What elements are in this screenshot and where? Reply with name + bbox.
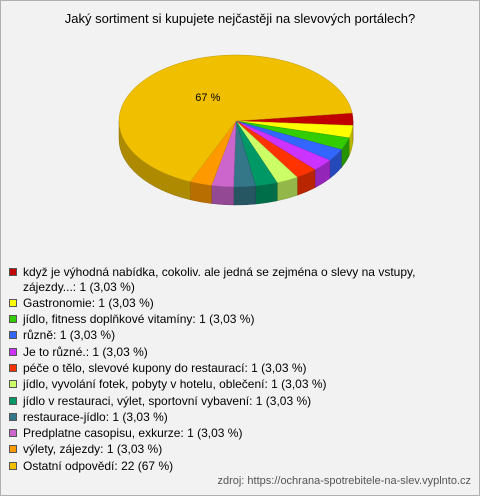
legend-swatch (9, 445, 17, 454)
legend-label: různě: (23, 328, 57, 343)
slice-side (233, 185, 257, 206)
legend-label: Je to různé.: (23, 344, 90, 359)
legend-swatch (9, 461, 17, 470)
legend-value: 1 (3,03 %) (251, 361, 307, 375)
legend-value: 1 (3,03 %) (112, 409, 168, 424)
legend-label: Ostatní odpovědí: (23, 458, 118, 473)
legend: když je výhodná nabídka, cokoliv. ale je… (9, 265, 469, 475)
legend-entry: Predplatne casopisu, exkurze: 1 (3,03 %) (9, 426, 469, 441)
legend-label: jídlo, fitness doplňkové vitamíny: (23, 312, 196, 327)
legend-entry: jídlo, fitness doplňkové vitamíny: 1 (3,… (9, 312, 469, 327)
legend-swatch (9, 331, 17, 340)
legend-label: jídlo, vyvolání fotek, pobyty v hotelu, … (23, 377, 268, 392)
legend-label: výlety, zájezdy: (23, 442, 104, 457)
legend-value: 1 (3,03 %) (98, 295, 154, 310)
legend-label: Gastronomie: (23, 295, 96, 310)
legend-value: 1 (3,03 %) (271, 377, 327, 392)
legend-swatch (9, 364, 17, 372)
legend-entry: Ostatní odpovědí: 22 (67 %) (9, 459, 469, 474)
legend-swatch (9, 429, 17, 438)
legend-entry: když je výhodná nabídka, cokoliv. ale je… (9, 265, 469, 294)
legend-entry: výlety, zájezdy: 1 (3,03 %) (9, 442, 469, 457)
legend-label: když je výhodná nabídka, cokoliv. ale je… (23, 265, 416, 294)
legend-entry: Je to různé.: 1 (3,03 %) (9, 345, 469, 360)
chart-title: Jaký sortiment si kupujete nejčastěji na… (64, 11, 416, 26)
legend-value: 1 (3,03 %) (106, 442, 163, 457)
legend-swatch (9, 315, 17, 324)
legend-swatch (9, 347, 17, 356)
slice (118, 54, 353, 183)
legend-entry: jídlo v restauraci, výlet, sportovní vyb… (9, 394, 469, 409)
legend-swatch (9, 412, 17, 421)
legend-value: 1 (3,03 %) (187, 426, 243, 441)
legend-entry: různě: 1 (3,03 %) (9, 328, 469, 343)
legend-swatch (9, 396, 17, 405)
legend-entry: Gastronomie: 1 (3,03 %) (9, 296, 469, 311)
legend-value: 22 (67 %) (121, 458, 174, 473)
legend-value: 1 (3,03 %) (92, 344, 148, 359)
legend-value: 1 (3,03 %) (199, 312, 255, 327)
legend-entry: restaurace-jídlo: 1 (3,03 %) (9, 410, 469, 425)
legend-label: Predplatne casopisu, exkurze: (23, 426, 184, 441)
legend-label: restaurace-jídlo: (23, 409, 110, 424)
legend-swatch (9, 380, 17, 389)
legend-value: 1 (3,03 %) (59, 328, 116, 343)
legend-value: 1 (3,03 %) (79, 279, 135, 294)
legend-entry: jídlo, vyvolání fotek, pobyty v hotelu, … (9, 377, 469, 392)
legend-label: jídlo v restauraci, výlet, sportovní vyb… (23, 393, 253, 408)
legend-value: 1 (3,03 %) (255, 393, 312, 408)
legend-entry: péče o tělo, slevové kupony do restaurac… (9, 361, 469, 376)
source: zdroj: https://ochrana-spotrebitele-na-s… (217, 475, 471, 487)
legend-swatch (9, 298, 17, 307)
data-label: 67 % (195, 92, 220, 104)
legend-swatch (9, 268, 17, 276)
slice-side (211, 185, 234, 206)
legend-label: péče o tělo, slevové kupony do restaurac… (23, 361, 248, 375)
pie: 67 % (118, 54, 354, 206)
